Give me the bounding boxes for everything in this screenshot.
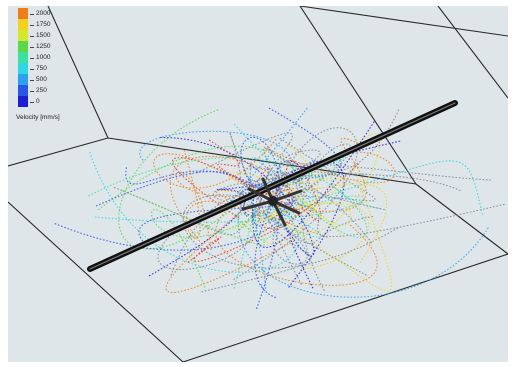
streamline <box>212 173 461 207</box>
streamline <box>229 172 344 237</box>
streamline <box>175 171 304 251</box>
streamline <box>254 180 286 299</box>
streamline <box>232 178 346 231</box>
streamline <box>215 187 378 286</box>
streamline <box>238 107 342 219</box>
legend-swatch <box>18 96 28 107</box>
vertical-edge-back-left <box>47 6 109 139</box>
legend-swatch <box>18 85 28 96</box>
impeller-icon[interactable] <box>241 177 303 227</box>
legend-swatch <box>18 30 28 41</box>
streamline <box>150 203 275 288</box>
impeller-blade <box>241 199 275 211</box>
legend-title: Velocity [mm/s] <box>16 114 60 121</box>
streamline <box>233 127 358 280</box>
streamline <box>187 220 295 263</box>
legend-tick-label: 1750 <box>29 21 51 28</box>
streamline <box>183 149 266 239</box>
vertical-edge-front-right <box>437 6 508 99</box>
streamline <box>165 203 295 294</box>
legend-swatch <box>18 19 28 30</box>
streamline <box>120 189 266 246</box>
floor-edge-right <box>182 253 508 362</box>
streamline <box>263 165 393 292</box>
velocity-streamlines <box>54 107 505 310</box>
legend-swatch <box>18 63 28 74</box>
streamline <box>273 160 345 288</box>
streamline <box>266 202 370 271</box>
streamline <box>279 137 376 202</box>
legend-tick-label: 1000 <box>29 54 51 61</box>
floor-edge-back-right <box>415 183 508 255</box>
legend-tick-label: 1500 <box>29 32 51 39</box>
streamline <box>248 149 385 211</box>
streamline <box>282 150 381 210</box>
legend-swatch <box>18 52 28 63</box>
streamline <box>125 167 295 220</box>
flow-visualization-viewport[interactable]: 2000 1750 1500 1250 1000 750 500 250 0 Velocity … <box>8 6 508 362</box>
streamline <box>170 182 312 276</box>
streamline <box>182 194 399 269</box>
streamline <box>264 133 381 234</box>
streamline <box>261 201 505 238</box>
streamline <box>277 171 352 226</box>
floor-edge-left <box>8 201 184 362</box>
streamline <box>208 139 300 212</box>
streamline <box>279 163 491 185</box>
velocity-legend: 2000 1750 1500 1250 1000 750 500 250 0 Velocity … <box>14 8 104 128</box>
legend-tick-label: 250 <box>30 87 47 94</box>
legend-tick-label: 0 <box>30 98 40 105</box>
legend-swatch <box>18 8 28 19</box>
streamline <box>88 157 368 238</box>
legend-swatch <box>18 74 28 85</box>
impeller-hub <box>268 196 278 206</box>
legend-tick-label: 750 <box>30 65 47 72</box>
floor-edge-back-left <box>8 137 109 167</box>
streamline <box>259 160 483 217</box>
streamline <box>249 176 324 265</box>
streamline <box>229 131 302 285</box>
streamline <box>233 123 315 206</box>
legend-swatch <box>18 41 28 52</box>
streamline <box>118 109 255 250</box>
streamline <box>237 192 489 298</box>
streamline <box>139 130 294 214</box>
impeller-shaft <box>87 100 458 272</box>
streamline <box>169 155 279 242</box>
vertical-edge-back-right <box>299 6 417 185</box>
streamline <box>266 204 367 276</box>
streamline <box>264 137 367 212</box>
streamline <box>249 157 276 292</box>
streamline <box>160 136 315 257</box>
streamline-scene[interactable] <box>8 6 508 362</box>
streamline <box>94 195 365 223</box>
top-edge-back <box>299 6 508 37</box>
streamline <box>263 109 400 187</box>
legend-tick-label: 500 <box>30 76 47 83</box>
legend-tick-label: 1250 <box>29 43 51 50</box>
streamline <box>247 173 368 238</box>
streamline <box>263 146 396 184</box>
legend-tick-label: 2000 <box>29 10 51 17</box>
streamline <box>196 132 293 217</box>
streamline <box>97 145 304 211</box>
streamline <box>243 167 373 244</box>
